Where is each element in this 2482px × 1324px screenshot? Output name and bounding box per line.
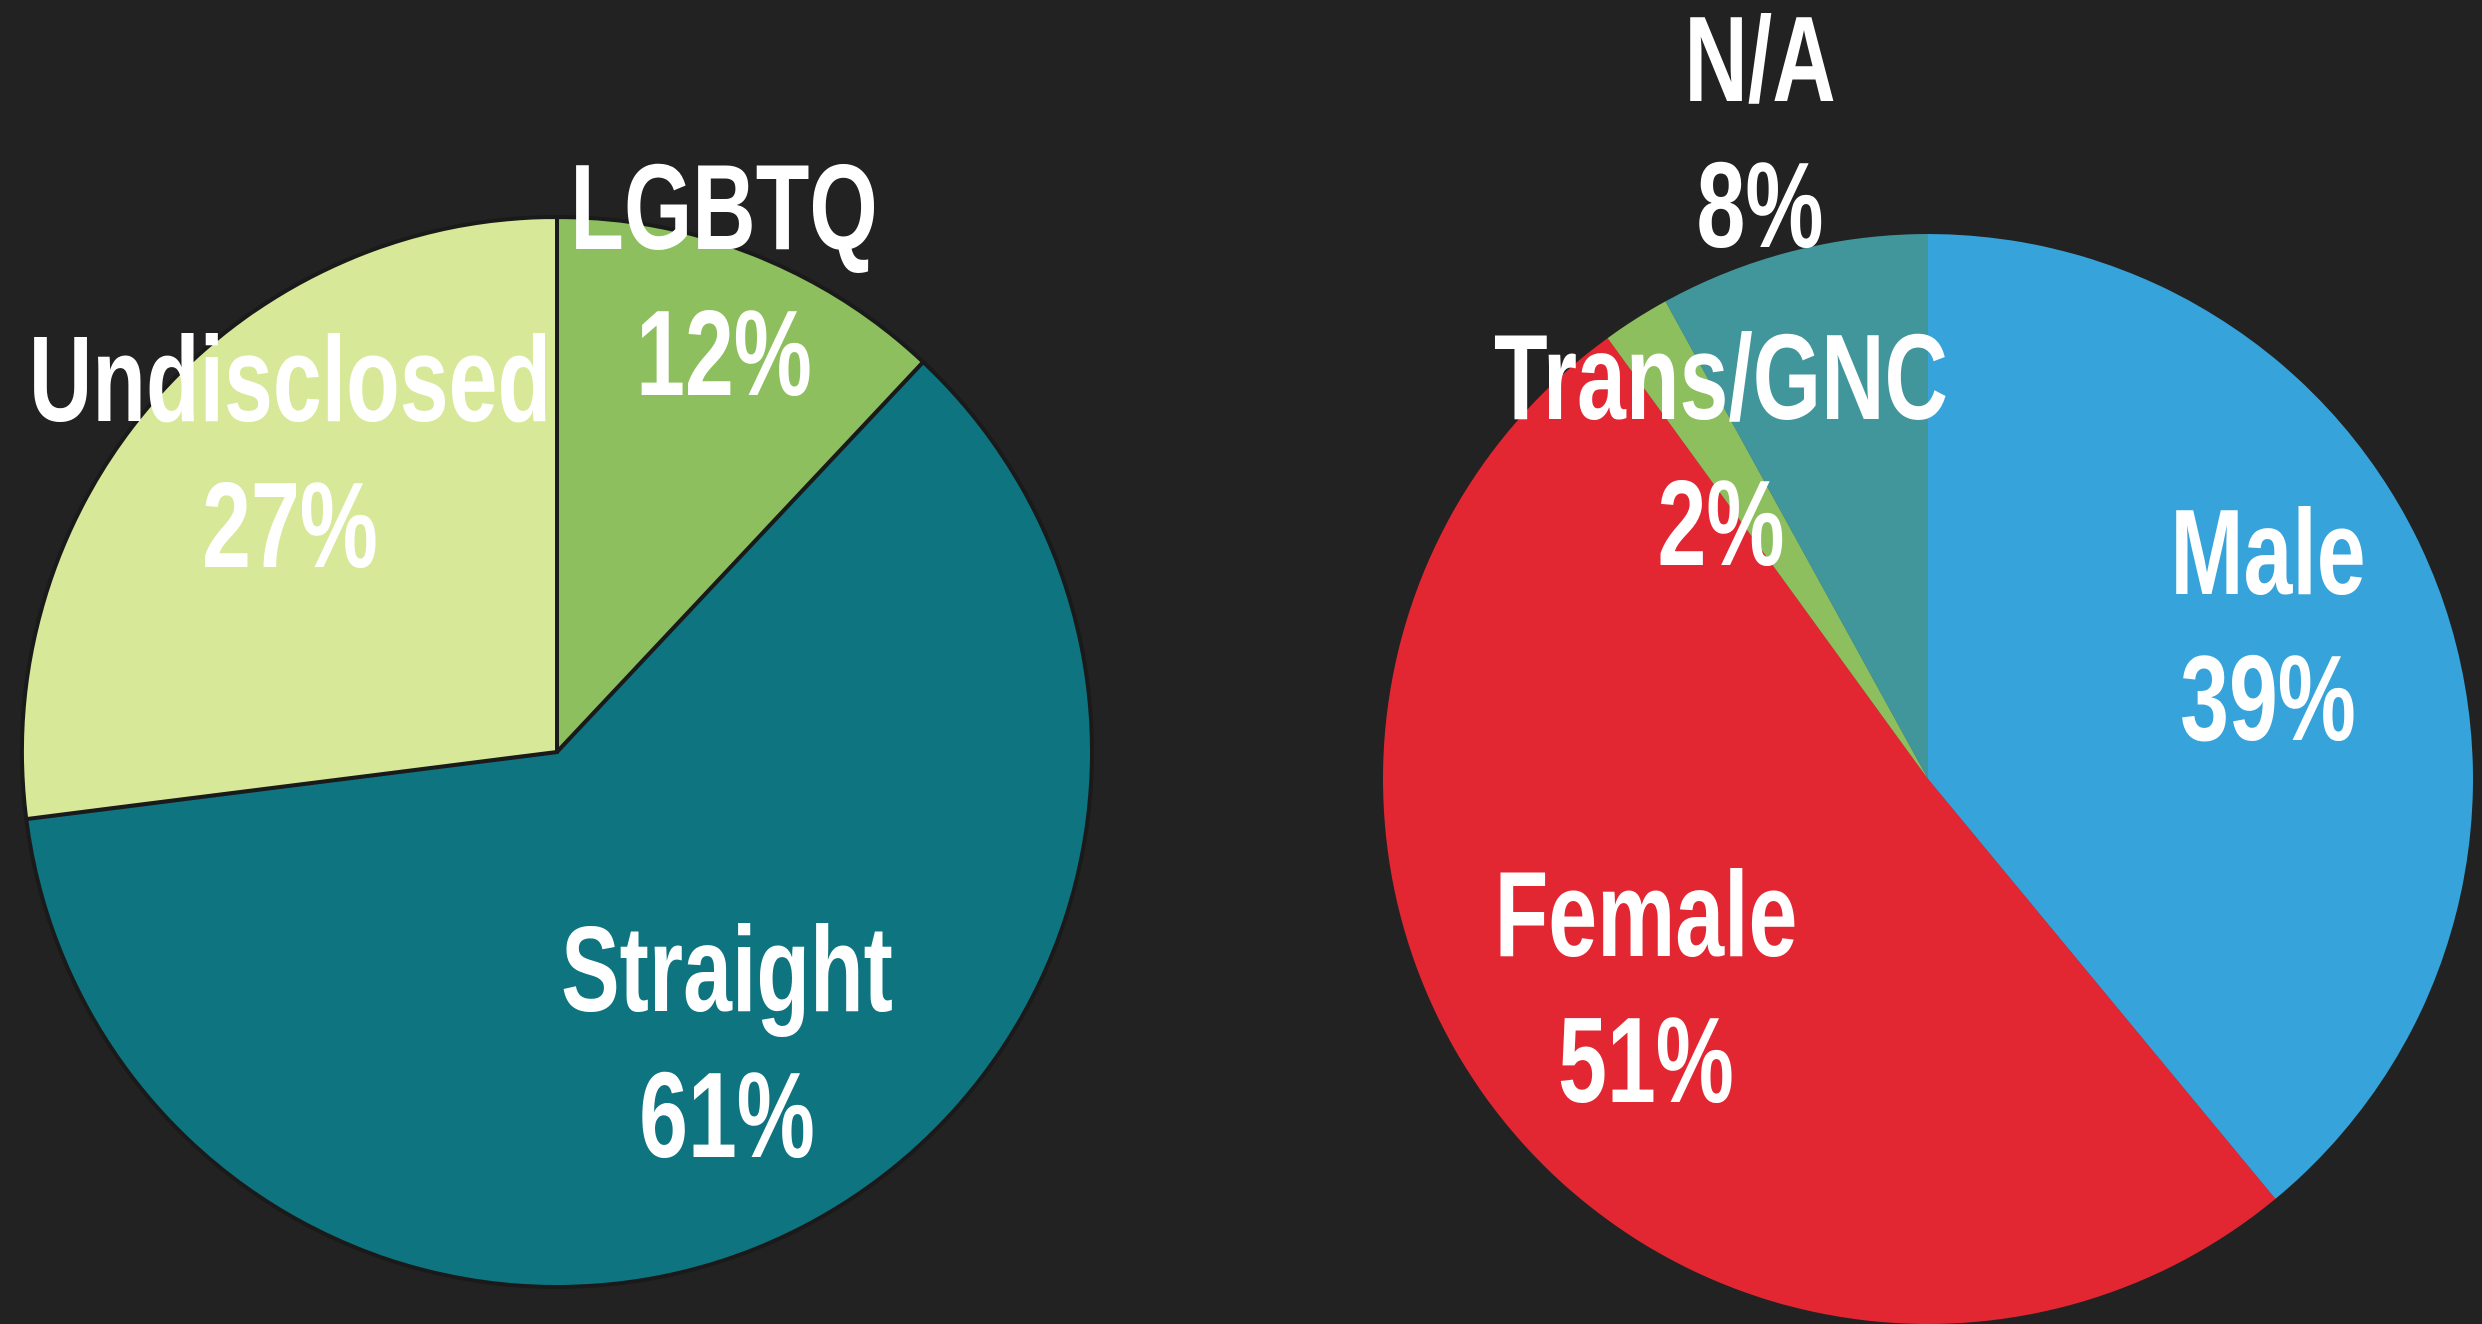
- slice-value: 27%: [202, 457, 378, 594]
- category-label: Male: [2170, 484, 2365, 621]
- value-label: 61%: [639, 1047, 815, 1184]
- category-label: Undisclosed: [29, 311, 551, 448]
- pie-slice: [1607, 301, 1928, 779]
- value-label: 12%: [636, 285, 812, 422]
- value-label: 27%: [202, 457, 378, 594]
- value-label: 51%: [1558, 992, 1734, 1129]
- slice-label: Female: [1495, 846, 1798, 983]
- category-label: Trans/GNC: [1494, 309, 1948, 446]
- slice-label: LGBTQ: [570, 139, 877, 276]
- slice-value: 61%: [639, 1047, 815, 1184]
- value-label: 8%: [1697, 137, 1824, 274]
- category-label: LGBTQ: [570, 139, 877, 276]
- pie-slice: [20, 214, 559, 822]
- pie-slice: [23, 359, 1094, 1289]
- slice-label: Undisclosed: [29, 311, 551, 448]
- slice-label: Straight: [561, 901, 893, 1038]
- slice-value: 2%: [1658, 455, 1785, 592]
- pie-slice: [1928, 234, 2473, 1199]
- slices: [20, 214, 2473, 1324]
- slice-label: Male: [2170, 484, 2365, 621]
- pie-slice: [1665, 234, 1928, 779]
- slice-label: N/A: [1684, 0, 1835, 128]
- pie-slice: [555, 214, 927, 758]
- category-label: N/A: [1684, 0, 1835, 128]
- slice-value: 39%: [2180, 630, 2356, 767]
- slice-value: 8%: [1697, 137, 1824, 274]
- category-label: Female: [1495, 846, 1798, 983]
- slice-label: Trans/GNC: [1494, 309, 1948, 446]
- slice-value: 12%: [636, 285, 812, 422]
- category-label: Straight: [561, 901, 893, 1038]
- pie-slice: [1383, 338, 2276, 1324]
- value-label: 2%: [1658, 455, 1785, 592]
- value-label: 39%: [2180, 630, 2356, 767]
- slice-value: 51%: [1558, 992, 1734, 1129]
